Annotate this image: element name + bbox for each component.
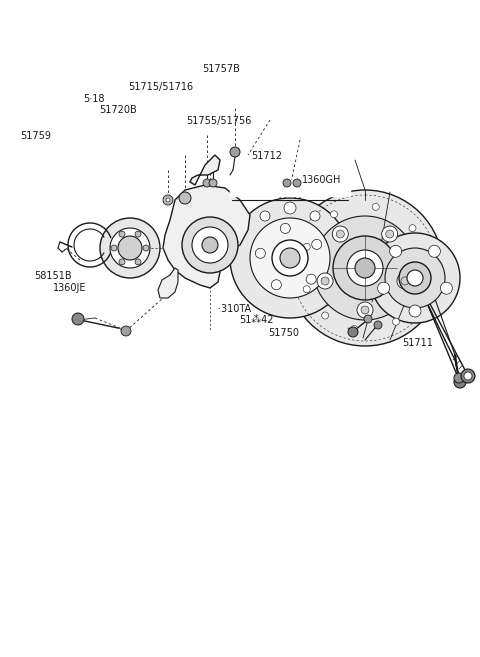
Circle shape xyxy=(333,236,397,300)
Polygon shape xyxy=(158,268,178,298)
Circle shape xyxy=(287,190,443,346)
Text: 51⁂42: 51⁂42 xyxy=(240,315,274,325)
Circle shape xyxy=(192,227,228,263)
Circle shape xyxy=(118,236,142,260)
Circle shape xyxy=(415,296,422,302)
Circle shape xyxy=(322,312,329,319)
Circle shape xyxy=(399,262,431,294)
Circle shape xyxy=(361,306,369,314)
Circle shape xyxy=(321,277,329,285)
Circle shape xyxy=(182,217,238,273)
Text: 51757B: 51757B xyxy=(202,64,240,74)
Circle shape xyxy=(390,245,402,258)
Circle shape xyxy=(378,283,390,294)
Circle shape xyxy=(179,192,191,204)
Circle shape xyxy=(440,283,452,294)
Circle shape xyxy=(303,286,310,293)
Circle shape xyxy=(283,179,291,187)
Text: 58151B: 58151B xyxy=(34,271,72,281)
Text: 51755/51756: 51755/51756 xyxy=(186,116,251,126)
Circle shape xyxy=(386,230,394,238)
Circle shape xyxy=(135,231,141,237)
Polygon shape xyxy=(230,180,350,196)
Circle shape xyxy=(364,315,372,323)
Circle shape xyxy=(100,218,160,278)
Circle shape xyxy=(332,226,348,242)
Circle shape xyxy=(370,233,460,323)
Circle shape xyxy=(372,204,379,210)
Circle shape xyxy=(303,243,310,250)
Circle shape xyxy=(454,373,464,383)
Circle shape xyxy=(336,230,344,238)
Circle shape xyxy=(393,318,399,325)
Circle shape xyxy=(374,321,382,329)
Text: 51711: 51711 xyxy=(402,338,433,348)
Circle shape xyxy=(348,327,358,337)
Circle shape xyxy=(166,198,170,202)
Circle shape xyxy=(355,258,375,278)
Circle shape xyxy=(271,280,281,290)
Text: 51759: 51759 xyxy=(21,131,51,141)
Circle shape xyxy=(203,179,211,187)
Circle shape xyxy=(143,245,149,251)
Text: ·310TA: ·310TA xyxy=(217,304,251,314)
Text: 51712: 51712 xyxy=(251,151,282,162)
Circle shape xyxy=(272,240,308,276)
Text: 51750: 51750 xyxy=(268,328,299,338)
Circle shape xyxy=(72,313,84,325)
Circle shape xyxy=(317,273,333,289)
Circle shape xyxy=(110,228,150,268)
Circle shape xyxy=(230,147,240,157)
Polygon shape xyxy=(163,185,250,288)
Circle shape xyxy=(111,245,117,251)
Circle shape xyxy=(284,202,296,214)
Circle shape xyxy=(407,270,423,286)
Circle shape xyxy=(255,248,265,258)
Circle shape xyxy=(461,369,475,383)
Circle shape xyxy=(119,231,125,237)
Circle shape xyxy=(250,218,330,298)
Circle shape xyxy=(357,302,373,318)
Circle shape xyxy=(121,326,131,336)
Text: 5·18: 5·18 xyxy=(83,93,104,104)
Circle shape xyxy=(331,211,337,218)
Circle shape xyxy=(347,250,383,286)
Circle shape xyxy=(119,259,125,265)
Circle shape xyxy=(409,305,421,317)
Circle shape xyxy=(312,239,322,250)
Circle shape xyxy=(293,179,301,187)
Circle shape xyxy=(260,211,270,221)
Polygon shape xyxy=(190,155,220,185)
Circle shape xyxy=(385,248,445,308)
Circle shape xyxy=(280,223,290,233)
Circle shape xyxy=(202,237,218,253)
Circle shape xyxy=(428,245,440,258)
Circle shape xyxy=(382,226,398,242)
Circle shape xyxy=(401,277,409,285)
Text: 1360JE: 1360JE xyxy=(53,283,86,293)
Text: 1360GH: 1360GH xyxy=(302,175,341,185)
Circle shape xyxy=(306,274,316,284)
Circle shape xyxy=(209,179,217,187)
Circle shape xyxy=(310,211,320,221)
Circle shape xyxy=(409,225,416,232)
Circle shape xyxy=(135,259,141,265)
Circle shape xyxy=(280,248,300,268)
Text: 51720B: 51720B xyxy=(99,104,136,115)
Circle shape xyxy=(351,326,358,332)
Circle shape xyxy=(397,273,413,289)
Circle shape xyxy=(313,216,417,320)
Circle shape xyxy=(454,376,466,388)
Circle shape xyxy=(464,372,472,380)
Circle shape xyxy=(230,198,350,318)
Circle shape xyxy=(163,195,173,205)
Text: 51715/51716: 51715/51716 xyxy=(128,81,193,92)
